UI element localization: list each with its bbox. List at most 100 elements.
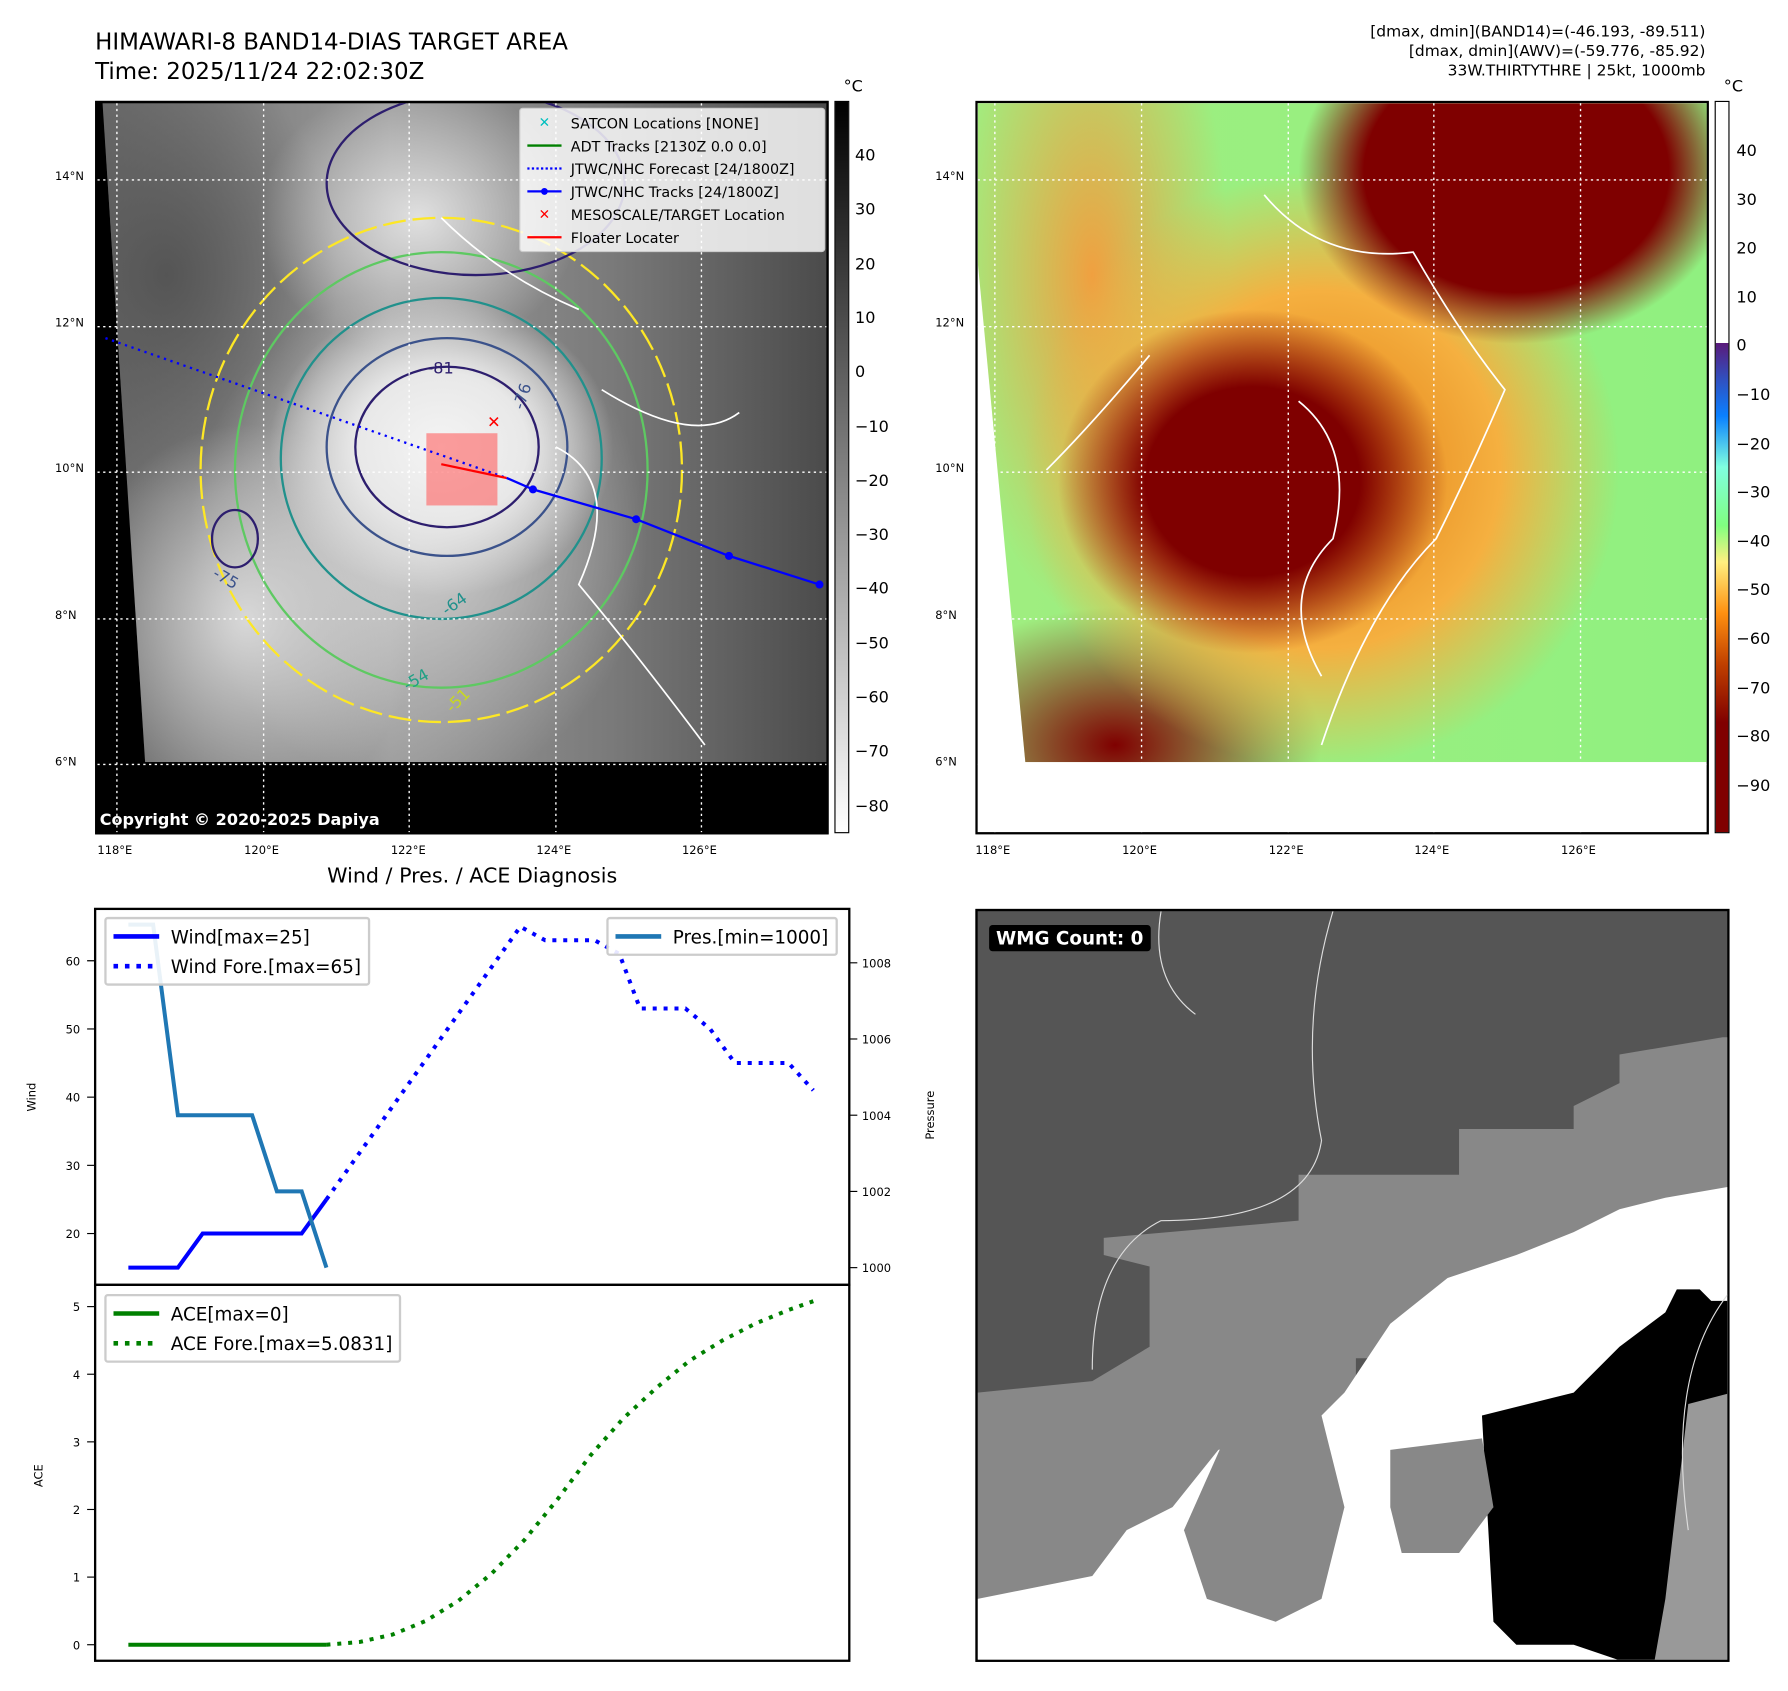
contour-51 (199, 216, 684, 724)
colorbar-tick: −20 (1736, 435, 1771, 454)
legend-label: Floater Locater (570, 228, 679, 246)
chart-title: Wind / Pres. / ACE Diagnosis (327, 864, 618, 889)
y-tick-label: 4 (73, 1368, 80, 1382)
colorbar-tick: −50 (855, 634, 889, 653)
x-marker-icon: ✕ (538, 206, 551, 223)
y-tick-label: 50 (66, 1023, 81, 1037)
y2-tick-label: 1002 (862, 1185, 891, 1199)
figure-title: HIMAWARI-8 BAND14-DIAS TARGET AREA (95, 27, 568, 56)
y-tick-label: 60 (66, 954, 81, 968)
wmg-count-label: WMG Count: 0 (989, 924, 1151, 952)
lon-label: 126°E (681, 844, 717, 858)
awv-image (977, 103, 1707, 763)
awv-map (975, 100, 1709, 835)
wind-legend-swatch (113, 934, 160, 939)
legend-item: ✕ MESOSCALE/TARGET Location (520, 203, 824, 226)
wind-line (128, 1198, 329, 1270)
colorbar-tick: −80 (1736, 728, 1771, 747)
colorbar-tick: −60 (855, 688, 889, 708)
colorbar-unit: °C (1723, 77, 1744, 97)
lon-label: 124°E (536, 844, 572, 858)
contour-76 (325, 336, 569, 558)
y-tick-label: 30 (66, 1159, 81, 1173)
lon-label: 122°E (1268, 844, 1304, 858)
colorbar-tick: 0 (1736, 337, 1747, 356)
line-dot-icon (525, 187, 564, 196)
y2-tick-label: 1000 (862, 1261, 891, 1275)
wmg-mid-patch (1183, 1415, 1345, 1622)
colorbar-tick: −70 (855, 743, 889, 762)
coastline (1091, 911, 1728, 1531)
colorbar-tick: −30 (855, 526, 889, 545)
band14-map: -81 -76 -64 -54 -51 -75 ✕ Copyright © 20… (95, 100, 829, 835)
diagnosis-chart: 20 30 40 50 60 1000 1002 1004 1006 1008 0 1 2 3 4 5 Wind… (25, 907, 937, 1662)
lon-label: 118°E (97, 844, 133, 858)
colorbar-tick: −80 (855, 797, 889, 816)
legend-item: JTWC/NHC Tracks [24/1800Z] (520, 180, 824, 203)
colorbar-tick: −10 (1736, 386, 1771, 405)
solid-line-icon (525, 235, 564, 240)
solid-line-icon (525, 143, 564, 148)
forecast-track (105, 337, 507, 480)
lat-label: 10°N (55, 463, 84, 476)
storm-info: 33W.THIRTYTHRE | 25kt, 1000mb (1447, 61, 1706, 81)
x-marker-icon: ✕ (538, 114, 551, 131)
colorbar-tick: 20 (1736, 239, 1757, 259)
y2-tick-label: 1006 (862, 1033, 891, 1047)
colorbar-tick: 0 (855, 363, 866, 382)
lat-label: 14°N (55, 170, 84, 184)
lat-label: 8°N (935, 609, 957, 623)
ace-legend: ACE[max=0] ACE Fore.[max=5.0831] (104, 1294, 402, 1363)
stats-awv: [dmax, dmin](AWV)=(-59.776, -85.92) (1408, 42, 1706, 61)
legend-label: ADT Tracks [2130Z 0.0 0.0] (570, 136, 767, 155)
colorbar-tick: −20 (855, 471, 889, 491)
contour-west (210, 508, 260, 569)
contour-81 (354, 365, 540, 529)
contour-label: -81 (428, 359, 454, 378)
legend-wind-fore: Wind Fore.[max=65] (170, 955, 362, 978)
colorbar-tick: 40 (1736, 142, 1757, 161)
y-tick-label: 0 (73, 1638, 80, 1652)
legend-item: ✕ SATCON Locations [NONE] (520, 111, 824, 134)
awv-overlay (977, 103, 1707, 833)
wmg-panel: WMG Count: 0 (975, 908, 1730, 1662)
colorbar-tick: 10 (1736, 288, 1757, 307)
pressure-legend: Pres.[min=1000] (606, 916, 838, 956)
wind-axis-label: Wind (25, 1083, 39, 1112)
floater-locater (441, 463, 507, 480)
contour-label: -51 (442, 684, 474, 716)
pressure-legend-swatch (615, 934, 662, 939)
target-location-marker: ✕ (487, 413, 500, 432)
lat-label: 12°N (55, 317, 84, 331)
colorbar-tick: −10 (855, 417, 889, 437)
wmg-mid-patch2 (1390, 1438, 1494, 1554)
stats-band14: [dmax, dmin](BAND14)=(-46.193, -89.511) (1370, 22, 1706, 42)
contour-label: -54 (400, 665, 432, 695)
colorbar-unit: °C (843, 77, 863, 97)
colorbar-tick: −90 (1736, 776, 1771, 796)
legend-item: Floater Locater (520, 226, 824, 249)
colorbar-tick: 40 (855, 146, 876, 166)
y-tick-label: 5 (73, 1300, 80, 1314)
y-tick-label: 20 (66, 1227, 81, 1241)
gridlines (977, 103, 1707, 833)
lat-label: 8°N (55, 609, 77, 623)
lon-label: 124°E (1414, 844, 1450, 858)
legend-wind: Wind[max=25] (170, 925, 310, 948)
y-tick-label: 2 (73, 1503, 80, 1517)
colorbar-tick: 20 (855, 255, 876, 274)
contour-54 (233, 251, 649, 689)
band14-colorbar (834, 100, 850, 834)
lon-label: 118°E (975, 844, 1011, 858)
legend-label: JTWC/NHC Tracks [24/1800Z] (570, 182, 779, 201)
lat-label: 14°N (935, 170, 965, 184)
lat-label: 6°N (935, 756, 957, 770)
dotted-line-icon (525, 166, 564, 171)
track-points (528, 485, 824, 589)
ace-axis-label: ACE (31, 1464, 45, 1487)
lat-label: 6°N (55, 756, 77, 770)
wind-fore-legend-swatch (113, 963, 160, 969)
pressure-axis-label: Pressure (923, 1091, 937, 1140)
colorbar-tick: −60 (1736, 630, 1771, 649)
